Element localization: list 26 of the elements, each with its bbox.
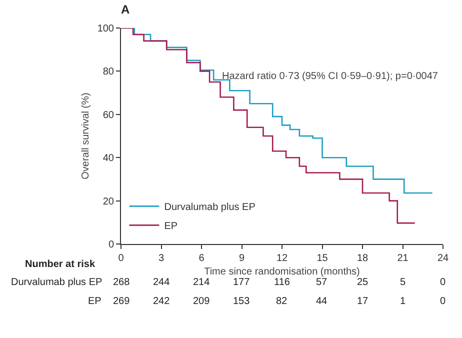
y-tick-label: 60 xyxy=(102,110,114,121)
text: 269 242 209 153 82 44 17 1 0 xyxy=(113,296,446,307)
legend-label: EP xyxy=(164,221,178,232)
text: Durvalumab plus EP xyxy=(11,277,102,288)
y-tick-label: 20 xyxy=(102,196,114,208)
annotation: Hazard ratio 0·73 (95% CI 0·59–0·91); p=0·0047 xyxy=(222,71,438,82)
x-axis-title: Time since randomisation (months) xyxy=(204,266,360,278)
text: Number at risk xyxy=(25,259,96,270)
x-tick-label: 0 xyxy=(118,253,124,264)
x-tick-label: 18 xyxy=(356,253,368,264)
chart-title: A xyxy=(121,2,130,16)
x-tick-label: 15 xyxy=(316,253,328,264)
text: 268 244 214 177 116 57 25 5 0 xyxy=(113,277,446,288)
x-tick-label: 9 xyxy=(238,253,245,264)
x-tick-label: 12 xyxy=(276,253,288,264)
y-tick-label: 80 xyxy=(102,66,114,78)
x-tick-label: 21 xyxy=(397,253,409,264)
y-tick-label: 100 xyxy=(97,24,114,34)
legend-label: Durvalumab plus EP xyxy=(164,202,256,214)
y-axis-title: Overall survival (%) xyxy=(80,92,92,180)
x-tick-label: 3 xyxy=(158,253,164,264)
y-tick-label: 40 xyxy=(102,153,114,164)
text: EP xyxy=(88,296,102,307)
x-tick-label: 24 xyxy=(437,253,449,264)
x-tick-label: 6 xyxy=(198,253,205,264)
y-tick-label: 0 xyxy=(108,240,114,250)
